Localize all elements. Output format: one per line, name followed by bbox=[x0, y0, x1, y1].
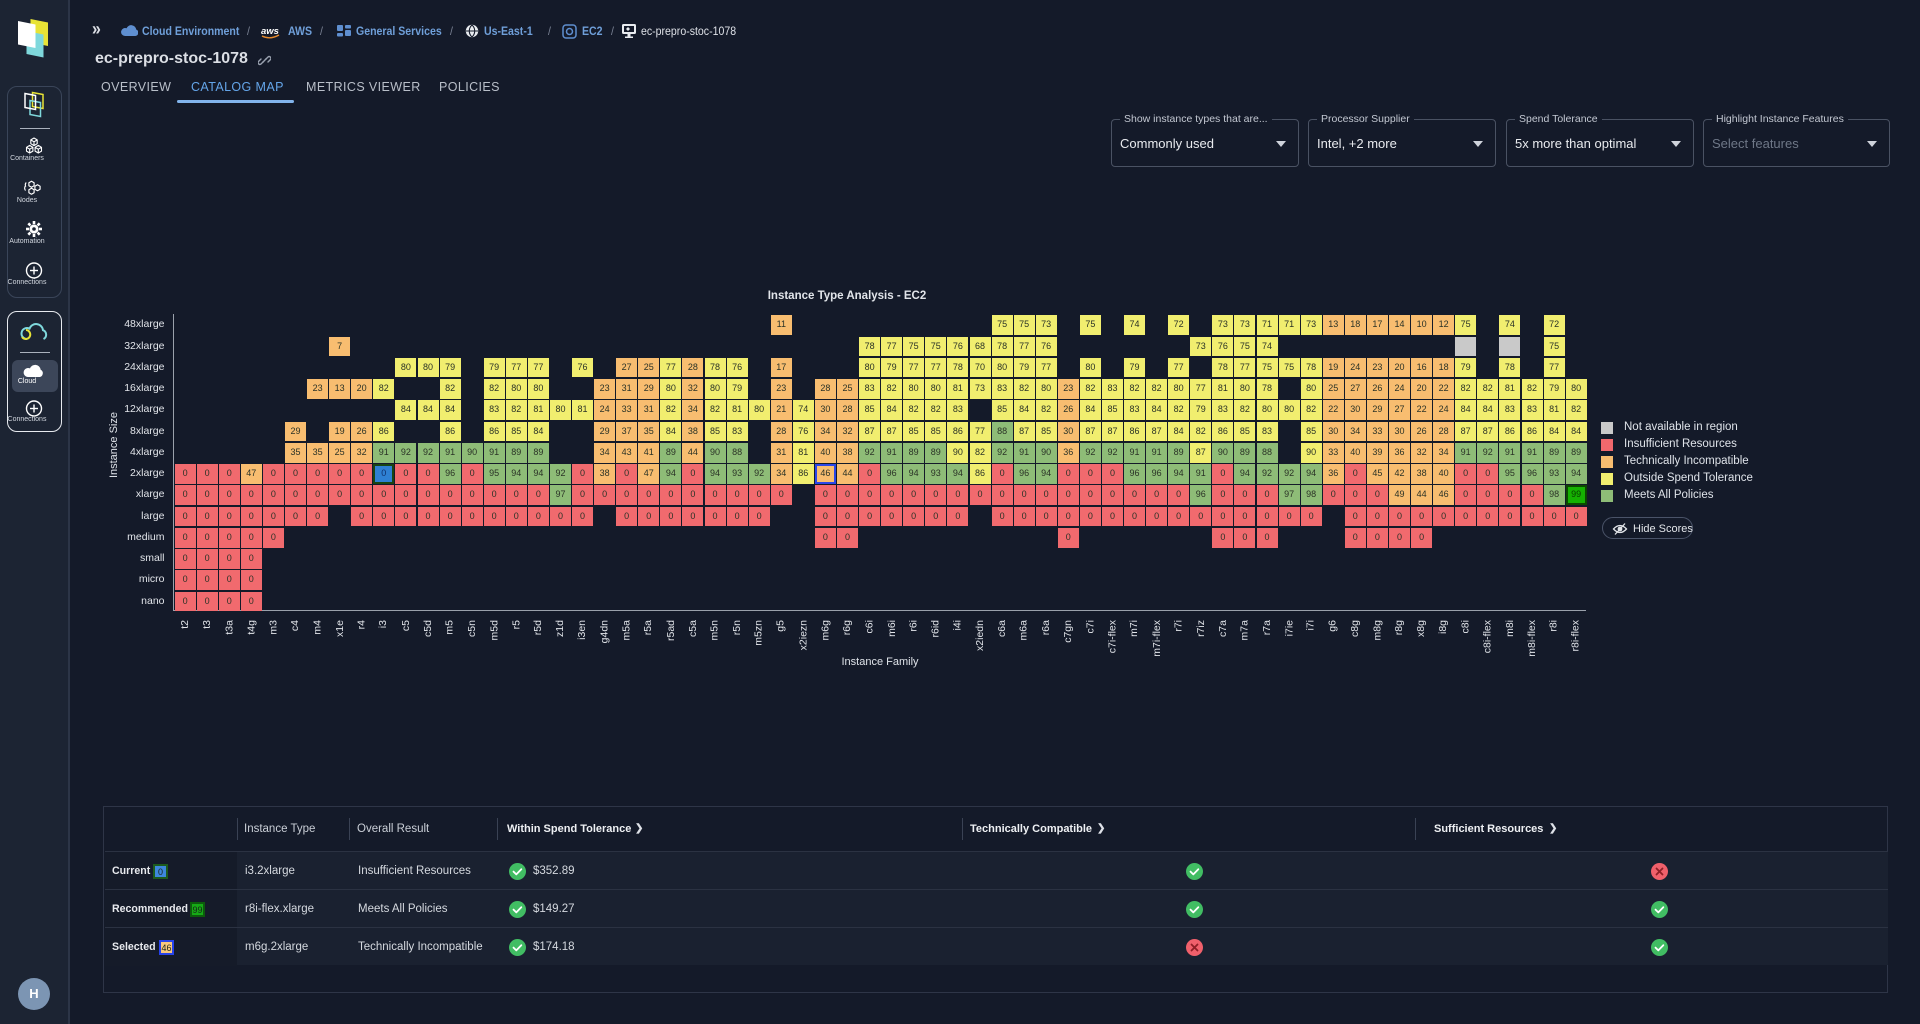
svg-text:aws: aws bbox=[261, 26, 279, 37]
